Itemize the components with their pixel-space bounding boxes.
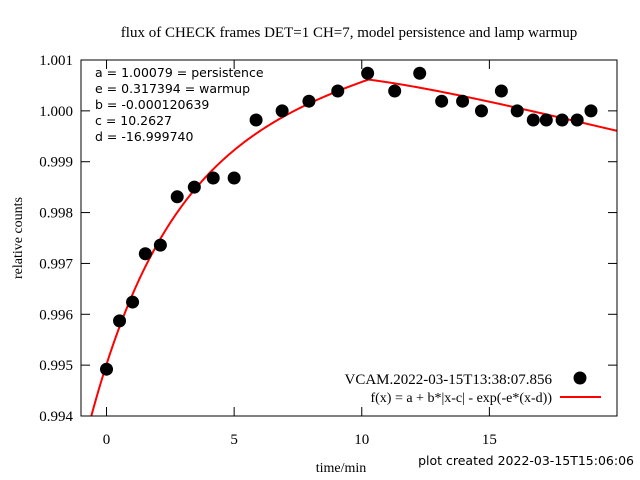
data-point	[302, 94, 316, 108]
data-point	[153, 238, 167, 252]
x-axis-label: time/min	[316, 461, 367, 476]
y-tick-label: 0.998	[39, 206, 73, 222]
plot-created-footer: plot created 2022-03-15T15:06:06	[418, 453, 634, 468]
y-tick-label: 0.994	[39, 409, 73, 425]
data-point	[456, 94, 470, 108]
legend-label-data: VCAM.2022-03-15T13:38:07.856	[345, 372, 553, 388]
data-point	[249, 113, 263, 127]
fit-parameters: a = 1.00079 = persistence e = 0.317394 =…	[95, 65, 264, 144]
data-point	[435, 94, 449, 108]
plot-frame	[80, 59, 618, 417]
chart-title: flux of CHECK frames DET=1 CH=7, model p…	[121, 25, 577, 41]
x-tick-label: 5	[230, 432, 238, 448]
x-axis: 0 5 10 15	[103, 60, 497, 448]
y-axis-label: relative counts	[11, 197, 26, 279]
data-point	[555, 113, 569, 127]
legend: VCAM.2022-03-15T13:38:07.856 f(x) = a + …	[345, 371, 601, 406]
y-tick-label: 0.996	[39, 307, 73, 323]
x-tick-label: 10	[354, 432, 369, 448]
data-points	[100, 66, 598, 376]
data-point	[413, 66, 427, 80]
y-tick-label: 1.000	[39, 104, 73, 120]
data-point	[227, 171, 241, 185]
y-tick-label: 0.999	[39, 155, 73, 171]
fit-param-b: b = -0.000120639	[95, 97, 209, 112]
data-point	[526, 113, 540, 127]
data-point	[138, 247, 152, 261]
data-point	[126, 295, 140, 309]
data-point	[100, 362, 114, 376]
data-point	[331, 84, 345, 98]
data-point	[474, 104, 488, 118]
fit-param-c: c = 10.2627	[95, 113, 172, 128]
data-point	[584, 104, 598, 118]
fit-param-d: d = -16.999740	[95, 129, 194, 144]
fit-param-e: e = 0.317394 = warmup	[95, 81, 250, 96]
data-point	[494, 84, 508, 98]
data-point	[170, 190, 184, 204]
fit-param-a: a = 1.00079 = persistence	[95, 65, 264, 80]
x-tick-label: 0	[103, 432, 111, 448]
data-point	[206, 171, 220, 185]
x-tick-label: 15	[482, 432, 497, 448]
y-tick-label: 1.001	[39, 53, 73, 69]
fit-curve-line	[90, 78, 617, 416]
data-point	[570, 113, 584, 127]
y-tick-label: 0.997	[39, 256, 73, 272]
data-point	[361, 66, 375, 80]
y-tick-label: 0.995	[39, 358, 73, 374]
data-point	[388, 84, 402, 98]
legend-marker-data	[573, 371, 587, 385]
data-point	[539, 113, 553, 127]
data-point	[510, 104, 524, 118]
data-point	[113, 314, 127, 328]
y-axis: 0.994 0.995 0.996 0.997 0.998 0.999 1.000 1.001	[39, 53, 617, 425]
data-point	[275, 104, 289, 118]
data-point	[187, 180, 201, 194]
legend-label-fit: f(x) = a + b*|x-c| - exp(-e*(x-d))	[370, 391, 552, 406]
